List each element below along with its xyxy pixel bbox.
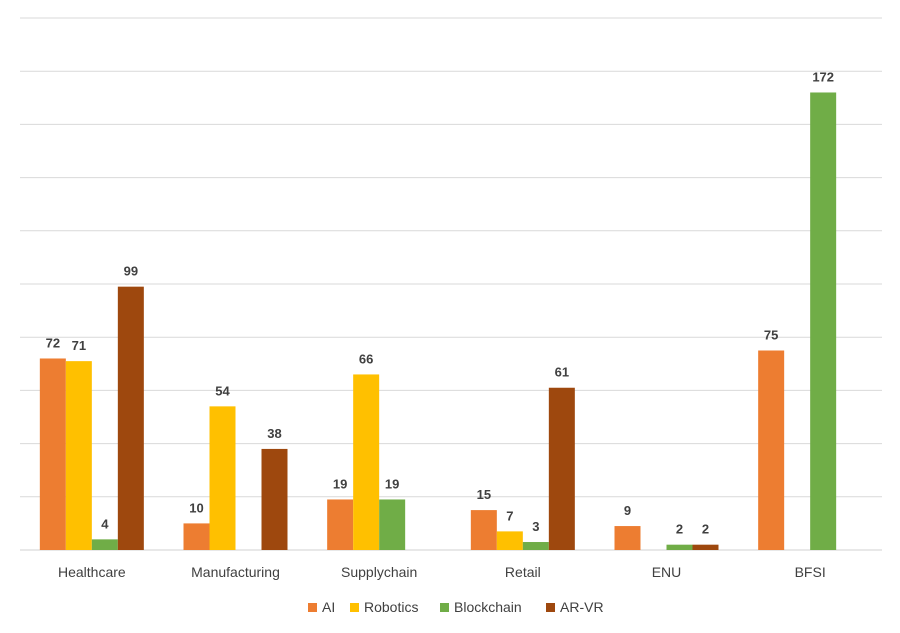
bar-ar-vr-enu	[692, 544, 719, 550]
category-label: Healthcare	[58, 564, 126, 580]
bar-ai-enu	[614, 526, 641, 550]
data-label: 19	[333, 476, 347, 491]
data-label: 54	[215, 383, 230, 398]
data-label: 75	[764, 328, 778, 343]
bar-blockchain-retail	[522, 542, 549, 550]
bar-robotics-supplychain	[353, 374, 380, 550]
legend-swatch-blockchain	[440, 603, 449, 612]
bar-blockchain-enu	[666, 544, 693, 550]
bar-ar-vr-retail	[548, 387, 575, 550]
data-label: 2	[702, 522, 709, 537]
legend-label: AI	[322, 599, 335, 615]
x-axis-labels: Healthcare Manufacturing Supplychain Retail…	[58, 564, 826, 580]
bar-ai-healthcare	[39, 358, 66, 550]
bar-ai-retail	[470, 510, 497, 550]
data-label: 72	[46, 335, 60, 350]
data-label: 7	[506, 508, 513, 523]
category-label: Supplychain	[341, 564, 417, 580]
data-label: 172	[812, 69, 834, 84]
data-label: 3	[532, 519, 539, 534]
bar-ar-vr-healthcare	[117, 286, 144, 550]
gridlines	[20, 17, 882, 551]
data-label: 61	[555, 365, 569, 380]
legend-swatch-robotics	[350, 603, 359, 612]
data-label: 10	[189, 500, 203, 515]
bar-robotics-retail	[496, 531, 523, 550]
bar-blockchain-supplychain	[379, 499, 406, 550]
data-label: 71	[72, 338, 86, 353]
legend-label: AR-VR	[560, 599, 604, 615]
legend: AI Robotics Blockchain AR-VR	[308, 599, 604, 615]
data-labels: 72 71 4 99 10 54 38 19 66 19 15 7 3 61 9 2 2 75 172	[46, 69, 834, 536]
bars	[39, 92, 837, 550]
legend-label: Blockchain	[454, 599, 522, 615]
category-label: Retail	[505, 564, 541, 580]
data-label: 66	[359, 351, 373, 366]
legend-swatch-ai	[308, 603, 317, 612]
data-label: 19	[385, 476, 399, 491]
data-label: 9	[624, 503, 631, 518]
category-label: BFSI	[795, 564, 826, 580]
legend-swatch-ar-vr	[546, 603, 555, 612]
bar-ai-supplychain	[327, 499, 354, 550]
data-label: 4	[101, 516, 109, 531]
category-label: ENU	[652, 564, 682, 580]
bar-ai-bfsi	[758, 350, 785, 550]
data-label: 38	[267, 426, 281, 441]
data-label: 15	[477, 487, 491, 502]
bar-blockchain-healthcare	[91, 539, 118, 550]
bar-ai-manufacturing	[183, 523, 210, 550]
data-label: 2	[676, 522, 683, 537]
legend-label: Robotics	[364, 599, 418, 615]
data-label: 99	[124, 264, 138, 279]
bar-robotics-manufacturing	[209, 406, 236, 550]
bar-ar-vr-manufacturing	[261, 448, 288, 550]
bar-blockchain-bfsi	[810, 92, 837, 550]
bar-robotics-healthcare	[65, 361, 92, 550]
category-label: Manufacturing	[191, 564, 280, 580]
